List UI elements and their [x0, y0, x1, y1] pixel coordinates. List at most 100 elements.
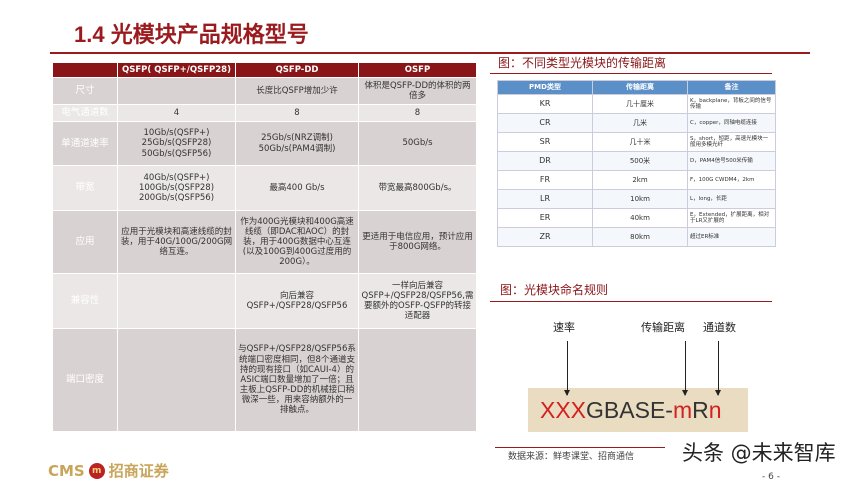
- figure2-caption: 图：光模块命名规则: [500, 283, 609, 297]
- cell: [358, 328, 477, 432]
- arrow-down-icon: [715, 341, 721, 396]
- cell: 40Gb/s(QSFP+) 100Gb/s(QSFP28) 200Gb/s(QS…: [117, 165, 236, 211]
- cell: 应用于光模块和高速线缆的封装，用于40G/100G/200G网络互连。: [117, 210, 236, 274]
- row-label: 兼容性: [52, 273, 118, 329]
- row-label: 带宽: [52, 165, 118, 211]
- cell: [117, 273, 236, 329]
- cell: 8: [358, 104, 477, 122]
- pmd-row: DR 500米 D，PAM4信号500米传输: [497, 151, 776, 171]
- header-osfp: OSFP: [358, 62, 477, 78]
- header-distance: 传输距离: [592, 80, 688, 95]
- pmd-note: S，short，短距，高速光模块一般用多模光纤: [687, 132, 776, 152]
- header-corner: [52, 62, 118, 78]
- cell: 体积是QSFP-DD的体积的两倍多: [358, 77, 477, 105]
- cell: 向后兼容QSFP+/QSFP28/QSFP56: [235, 273, 359, 329]
- pmd-note: D，PAM4信号500米传输: [687, 151, 776, 171]
- pmd-distance: 几十米: [592, 132, 688, 152]
- cell: 作为400G光模块和400G高速线缆（即DAC和AOC）的封装，用于400G数据…: [235, 210, 359, 274]
- pmd-distance: 几十厘米: [592, 94, 688, 114]
- row-label: 电气通道数: [52, 104, 118, 122]
- logo-cms: CMS: [48, 462, 85, 480]
- header-qsfp-dd: QSFP-DD: [235, 62, 359, 78]
- pmd-row: KR 几十厘米 K，backplane，背板之间的信号传输: [497, 94, 776, 114]
- table-row: 单通道速率 10Gb/s(QSFP+) 25Gb/s(QSFP28) 50Gb/s…: [52, 121, 477, 166]
- header-note: 备注: [687, 80, 776, 95]
- arrow-down-icon: [564, 341, 570, 396]
- cell: 与QSFP+/QSFP28/QSFP56系统端口密度相同，但8个通道支持的现有接…: [235, 328, 359, 432]
- label-lanes: 通道数: [703, 321, 736, 334]
- pmd-note: C，copper，同轴电缆连接: [687, 113, 776, 133]
- cms-logo: CMS m 招商证券: [48, 462, 169, 480]
- pmd-type: FR: [497, 170, 593, 190]
- cell: [117, 328, 236, 432]
- pmd-type: LR: [497, 189, 593, 209]
- pmd-distance: 10km: [592, 189, 688, 209]
- title-divider: [50, 52, 810, 54]
- header-qsfp: QSFP( QSFP+/QSFP28): [117, 62, 236, 78]
- cell: [117, 77, 236, 105]
- figure1-caption: 图：不同类型光模块的传输距离: [498, 56, 667, 70]
- cell: 8: [235, 104, 359, 122]
- pmd-note: L，long，长距: [687, 189, 776, 209]
- pmd-note: K，backplane，背板之间的信号传输: [687, 94, 776, 114]
- page-title: 1.4 光模块产品规格型号: [74, 22, 309, 47]
- table-row: 电气通道数 4 8 8: [52, 104, 477, 122]
- table-row: 端口密度 与QSFP+/QSFP28/QSFP56系统端口密度相同，但8个通道支持…: [52, 328, 477, 432]
- pmd-type: CR: [497, 113, 593, 133]
- cell: 最高400 Gb/s: [235, 165, 359, 211]
- code-m: m: [672, 397, 693, 423]
- logo-name: 招商证券: [108, 462, 169, 480]
- cell: 50Gb/s: [358, 121, 477, 166]
- row-label: 单通道速率: [52, 121, 118, 166]
- pmd-type: SR: [497, 132, 593, 152]
- pmd-distance: 几米: [592, 113, 688, 133]
- pmd-type: DR: [497, 151, 593, 171]
- pmd-header-row: PMD类型 传输距离 备注: [497, 80, 776, 95]
- cell: 25Gb/s(NRZ调制) 50Gb/s(PAM4调制): [235, 121, 359, 166]
- pmd-note: F，100G CWDM4，2km: [687, 170, 776, 190]
- figure2-divider: [490, 301, 772, 302]
- source-divider: [495, 447, 665, 448]
- pmd-row: ZR 80km 超过ER标准: [497, 227, 776, 247]
- naming-code: XXXGBASE-mRn: [540, 396, 722, 424]
- row-label: 端口密度: [52, 328, 118, 432]
- spec-header-row: QSFP( QSFP+/QSFP28) QSFP-DD OSFP: [52, 62, 477, 78]
- table-row: 尺寸 长度比QSFP增加少许 体积是QSFP-DD的体积的两倍多: [52, 77, 477, 105]
- pmd-note: 超过ER标准: [687, 227, 776, 247]
- arrow-down-icon: [682, 341, 688, 396]
- pmd-distance: 80km: [592, 227, 688, 247]
- pmd-distance: 500米: [592, 151, 688, 171]
- pmd-row: SR 几十米 S，short，短距，高速光模块一般用多模光纤: [497, 132, 776, 152]
- figure1-divider: [490, 73, 772, 74]
- table-row: 兼容性 向后兼容QSFP+/QSFP28/QSFP56 一样向后兼容QSFP+/QS…: [52, 273, 477, 329]
- pmd-type: ER: [497, 208, 593, 228]
- pmd-table: PMD类型 传输距离 备注 KR 几十厘米 K，backplane，背板之间的信号传输 C…: [497, 80, 776, 247]
- source-note: 数据来源：鲜枣课堂、招商通信: [508, 452, 635, 462]
- page-number: - 6 -: [762, 472, 780, 482]
- pmd-row: ER 40km E，Extended，扩展距离，相对于LR又扩展的: [497, 208, 776, 228]
- pmd-note: E，Extended，扩展距离，相对于LR又扩展的: [687, 208, 776, 228]
- code-n: n: [708, 397, 722, 423]
- pmd-type: ZR: [497, 227, 593, 247]
- pmd-distance: 2km: [592, 170, 688, 190]
- code-rate: XXX: [540, 397, 587, 423]
- pmd-row: FR 2km F，100G CWDM4，2km: [497, 170, 776, 190]
- watermark: 头条 @未来智库: [682, 441, 836, 465]
- row-label: 应用: [52, 210, 118, 274]
- cell: 带宽最高800Gb/s。: [358, 165, 477, 211]
- row-label: 尺寸: [52, 77, 118, 105]
- code-r: R: [692, 397, 709, 423]
- code-base: GBASE-: [586, 397, 673, 423]
- cell: 长度比QSFP增加少许: [235, 77, 359, 105]
- cell: 一样向后兼容QSFP+/QSFP28/QSFP56,需要额外的OSFP-QSFP…: [358, 273, 477, 329]
- header-pmd-type: PMD类型: [497, 80, 593, 95]
- label-distance: 传输距离: [641, 321, 685, 334]
- cell: 更适用于电信应用，预计应用于800G网络。: [358, 210, 477, 274]
- cell: 4: [117, 104, 236, 122]
- pmd-row: LR 10km L，long，长距: [497, 189, 776, 209]
- cell: 10Gb/s(QSFP+) 25Gb/s(QSFP28) 50Gb/s(QSFP…: [117, 121, 236, 166]
- pmd-distance: 40km: [592, 208, 688, 228]
- label-rate: 速率: [553, 321, 575, 334]
- logo-mark-icon: m: [88, 463, 105, 479]
- pmd-row: CR 几米 C，copper，同轴电缆连接: [497, 113, 776, 133]
